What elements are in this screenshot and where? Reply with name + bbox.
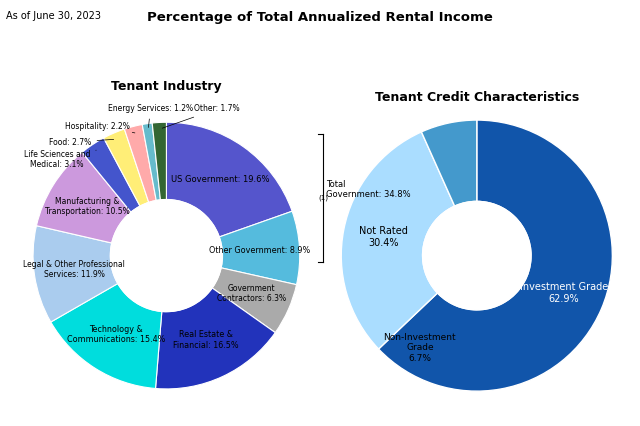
Text: Food: 2.7%: Food: 2.7% (49, 138, 114, 147)
Wedge shape (379, 120, 612, 391)
Text: Government
Contractors: 6.3%: Government Contractors: 6.3% (217, 284, 286, 303)
Text: Non-Investment
Grade
6.7%: Non-Investment Grade 6.7% (383, 333, 456, 363)
Text: Percentage of Total Annualized Rental Income: Percentage of Total Annualized Rental In… (147, 11, 493, 24)
Wedge shape (36, 153, 131, 243)
Text: Other: 1.7%: Other: 1.7% (163, 104, 240, 128)
Wedge shape (104, 129, 148, 206)
Text: Total
Government: 34.8%: Total Government: 34.8% (326, 180, 411, 199)
Text: Technology &
Communications: 15.4%: Technology & Communications: 15.4% (67, 325, 166, 344)
Text: US Government: 19.6%: US Government: 19.6% (171, 175, 269, 184)
Wedge shape (166, 122, 292, 237)
Wedge shape (51, 283, 162, 389)
Circle shape (422, 201, 531, 310)
Wedge shape (156, 288, 275, 389)
Text: Energy Services: 1.2%: Energy Services: 1.2% (108, 104, 193, 127)
Wedge shape (124, 124, 156, 202)
Wedge shape (33, 226, 118, 322)
Text: Life Sciences and
Medical: 3.1%: Life Sciences and Medical: 3.1% (24, 150, 96, 169)
Text: Not Rated
30.4%: Not Rated 30.4% (359, 227, 408, 248)
Wedge shape (341, 132, 454, 349)
Text: (1): (1) (318, 195, 328, 201)
Wedge shape (152, 122, 166, 200)
Text: Other Government: 8.9%: Other Government: 8.9% (209, 245, 310, 254)
Title: Tenant Industry: Tenant Industry (111, 80, 221, 93)
Text: Investment Grade
62.9%: Investment Grade 62.9% (520, 282, 608, 304)
Text: Real Estate &
Financial: 16.5%: Real Estate & Financial: 16.5% (173, 331, 239, 350)
Wedge shape (421, 120, 477, 206)
Circle shape (111, 200, 223, 311)
Text: As of June 30, 2023: As of June 30, 2023 (6, 11, 101, 20)
Text: Manufacturing &
Transportation: 10.5%: Manufacturing & Transportation: 10.5% (45, 197, 129, 216)
Title: Tenant Credit Characteristics: Tenant Credit Characteristics (374, 91, 579, 104)
Wedge shape (142, 123, 161, 201)
Text: Legal & Other Professional
Services: 11.9%: Legal & Other Professional Services: 11.… (23, 259, 125, 279)
Text: Hospitality: 2.2%: Hospitality: 2.2% (65, 122, 135, 133)
Wedge shape (82, 138, 140, 212)
Wedge shape (212, 268, 296, 333)
Wedge shape (220, 211, 300, 285)
